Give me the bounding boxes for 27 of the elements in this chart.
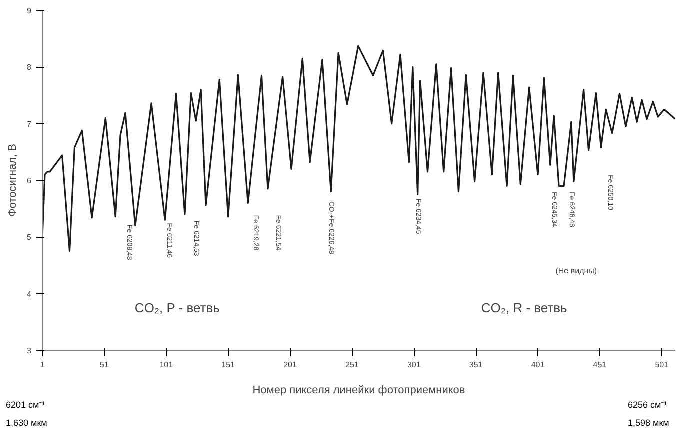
x-axis-title: Номер пикселя линейки фотоприемников <box>252 384 466 396</box>
x-tick-label: 151 <box>222 360 236 370</box>
annotation: CO₂, R - ветвь <box>481 300 568 316</box>
y-tick-label: 4 <box>27 290 32 299</box>
x-tick-label: 51 <box>100 360 110 370</box>
y-tick-label: 5 <box>27 233 32 242</box>
annotation: (Не видны) <box>556 266 598 276</box>
y-tick-label: 7 <box>27 120 32 129</box>
y-tick-label: 9 <box>27 6 32 16</box>
x-tick-label: 101 <box>160 360 174 370</box>
x-tick-label: 501 <box>655 360 670 370</box>
annotation: CO₂, P - ветвь <box>134 300 220 316</box>
y-tick-label: 6 <box>27 176 32 186</box>
text: 1,630 мкм <box>6 417 48 430</box>
x-tick-label: 251 <box>346 360 360 370</box>
y-tick-label: 3 <box>27 346 32 356</box>
x-tick-label: 1 <box>40 360 46 370</box>
x-tick-label: 201 <box>284 360 298 370</box>
y-tick-label: 8 <box>27 63 32 72</box>
x-tick-label: 451 <box>593 360 608 370</box>
text: 6256 см⁻¹ <box>628 399 668 412</box>
text: 1,598 мкм <box>628 417 670 430</box>
text: 6201 см⁻¹ <box>6 399 46 412</box>
x-tick-label: 351 <box>469 360 484 370</box>
y-axis-title: Фотосигнал, В <box>7 144 20 217</box>
x-tick-label: 301 <box>407 360 422 370</box>
x-tick-label: 401 <box>531 360 546 370</box>
